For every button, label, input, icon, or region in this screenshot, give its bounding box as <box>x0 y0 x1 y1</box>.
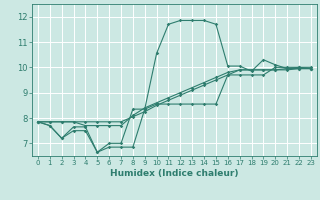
X-axis label: Humidex (Indice chaleur): Humidex (Indice chaleur) <box>110 169 239 178</box>
